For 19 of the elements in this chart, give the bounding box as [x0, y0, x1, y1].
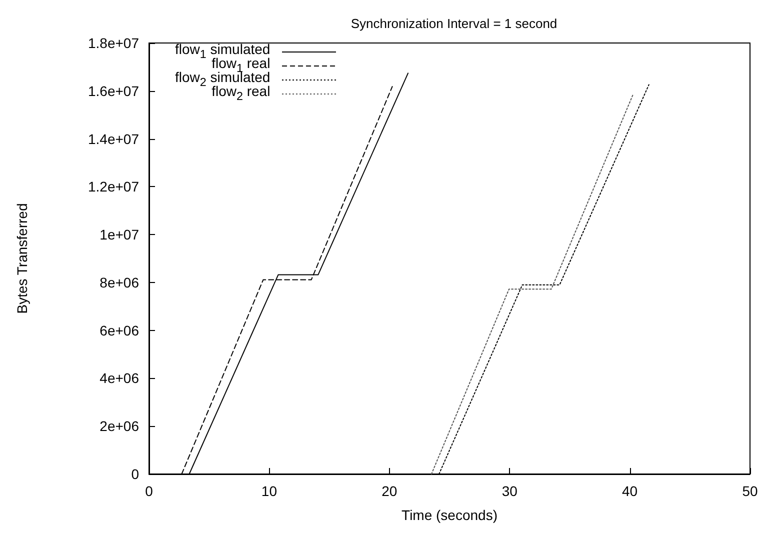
y-tick-label: 6e+06	[100, 322, 140, 338]
x-tick-label: 30	[502, 483, 518, 499]
y-tick-label: 1.8e+07	[88, 35, 140, 51]
x-tick-label: 20	[382, 483, 398, 499]
y-tick-label: 4e+06	[100, 370, 140, 386]
x-axis-title: Time (seconds)	[402, 507, 498, 523]
x-tick-label: 40	[622, 483, 638, 499]
x-tick-label: 50	[742, 483, 758, 499]
y-tick-label: 2e+06	[100, 418, 140, 434]
y-tick-label: 1e+07	[100, 226, 140, 243]
y-tick-label: 1.6e+07	[88, 82, 140, 99]
y-tick-label: 8e+06	[100, 274, 140, 290]
x-tick-label: 10	[261, 483, 278, 499]
chart-title: Synchronization Interval = 1 second	[350, 16, 558, 31]
y-axis-title: Bytes Transferred	[14, 203, 30, 314]
y-tick-label: 1.2e+07	[88, 178, 140, 195]
x-tick-label: 0	[145, 483, 154, 499]
y-tick-label: 0	[131, 466, 140, 482]
y-tick-label: 1.4e+07	[88, 130, 140, 147]
